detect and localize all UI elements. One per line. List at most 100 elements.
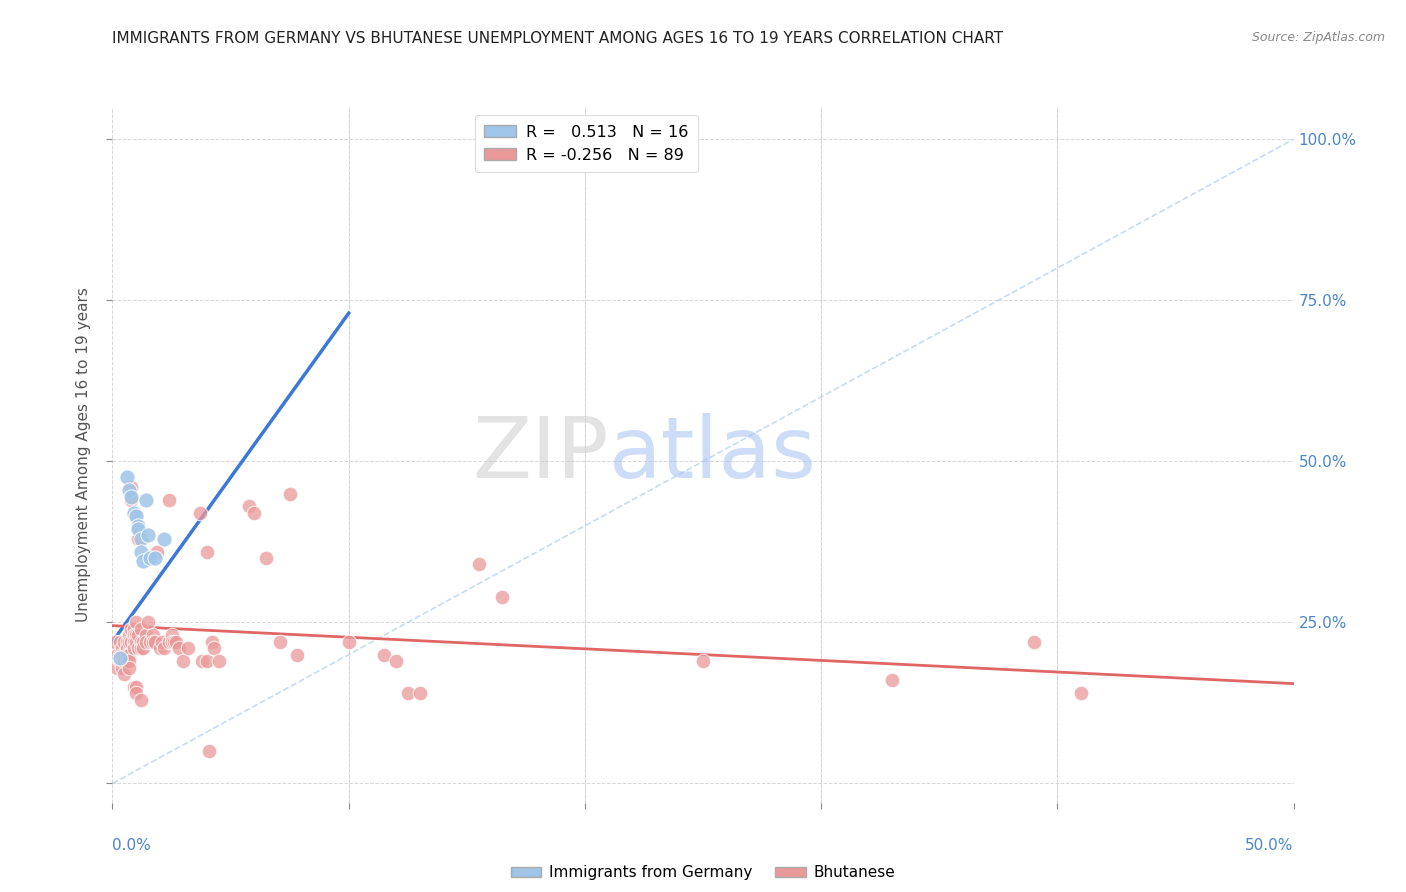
Text: atlas: atlas — [609, 413, 817, 497]
Text: Source: ZipAtlas.com: Source: ZipAtlas.com — [1251, 31, 1385, 45]
Point — [115, 634, 138, 648]
Point — [157, 493, 180, 508]
Point — [125, 686, 148, 700]
Point — [135, 634, 157, 648]
Point — [160, 634, 183, 648]
Point — [111, 654, 134, 668]
Point — [135, 493, 157, 508]
Point — [125, 628, 148, 642]
Point — [115, 648, 138, 662]
Point — [125, 615, 148, 630]
Point — [122, 680, 145, 694]
Point — [188, 506, 211, 520]
Point — [467, 558, 489, 572]
Point — [115, 654, 138, 668]
Legend: Immigrants from Germany, Bhutanese: Immigrants from Germany, Bhutanese — [505, 859, 901, 887]
Point — [127, 532, 149, 546]
Point — [120, 622, 142, 636]
Point — [163, 634, 186, 648]
Point — [120, 634, 142, 648]
Point — [122, 634, 145, 648]
Point — [132, 554, 155, 568]
Point — [104, 634, 127, 648]
Point — [111, 648, 134, 662]
Point — [880, 673, 903, 688]
Point — [139, 634, 162, 648]
Point — [136, 528, 159, 542]
Point — [118, 648, 141, 662]
Point — [118, 634, 141, 648]
Point — [396, 686, 419, 700]
Point — [129, 641, 152, 656]
Point — [122, 628, 145, 642]
Point — [136, 615, 159, 630]
Point — [135, 628, 157, 642]
Point — [373, 648, 395, 662]
Point — [108, 654, 131, 668]
Point — [191, 654, 214, 668]
Point — [120, 490, 142, 504]
Point — [118, 660, 141, 674]
Y-axis label: Unemployment Among Ages 16 to 19 years: Unemployment Among Ages 16 to 19 years — [76, 287, 91, 623]
Point — [127, 522, 149, 536]
Point — [139, 551, 162, 566]
Point — [105, 648, 128, 662]
Point — [115, 641, 138, 656]
Point — [125, 634, 148, 648]
Point — [208, 654, 231, 668]
Point — [108, 634, 131, 648]
Point — [129, 532, 152, 546]
Text: ZIP: ZIP — [472, 413, 609, 497]
Point — [132, 634, 155, 648]
Point — [146, 544, 169, 558]
Point — [105, 660, 128, 674]
Point — [385, 654, 408, 668]
Point — [167, 641, 190, 656]
Point — [408, 686, 430, 700]
Point — [142, 634, 165, 648]
Point — [143, 634, 166, 648]
Point — [112, 634, 135, 648]
Point — [112, 654, 135, 668]
Point — [198, 744, 221, 758]
Point — [129, 544, 152, 558]
Point — [129, 634, 152, 648]
Point — [127, 641, 149, 656]
Point — [201, 634, 224, 648]
Point — [129, 622, 152, 636]
Point — [177, 641, 200, 656]
Point — [122, 506, 145, 520]
Point — [111, 660, 134, 674]
Point — [120, 493, 142, 508]
Text: 50.0%: 50.0% — [1246, 838, 1294, 854]
Point — [112, 667, 135, 681]
Point — [278, 486, 301, 500]
Point — [142, 628, 165, 642]
Point — [160, 628, 183, 642]
Text: 0.0%: 0.0% — [112, 838, 152, 854]
Text: IMMIGRANTS FROM GERMANY VS BHUTANESE UNEMPLOYMENT AMONG AGES 16 TO 19 YEARS CORR: IMMIGRANTS FROM GERMANY VS BHUTANESE UNE… — [112, 31, 1004, 46]
Point — [149, 641, 172, 656]
Point — [111, 641, 134, 656]
Point — [150, 634, 173, 648]
Point — [243, 506, 266, 520]
Point — [112, 648, 135, 662]
Point — [153, 532, 176, 546]
Point — [1070, 686, 1092, 700]
Point — [285, 648, 308, 662]
Point — [692, 654, 714, 668]
Point — [125, 680, 148, 694]
Point — [108, 648, 131, 662]
Point — [165, 634, 187, 648]
Point — [491, 590, 513, 604]
Point — [195, 544, 218, 558]
Point — [115, 470, 138, 484]
Point — [120, 480, 142, 494]
Point — [202, 641, 225, 656]
Point — [122, 641, 145, 656]
Point — [122, 622, 145, 636]
Point — [108, 651, 131, 665]
Point — [195, 654, 218, 668]
Point — [143, 551, 166, 566]
Point — [132, 641, 155, 656]
